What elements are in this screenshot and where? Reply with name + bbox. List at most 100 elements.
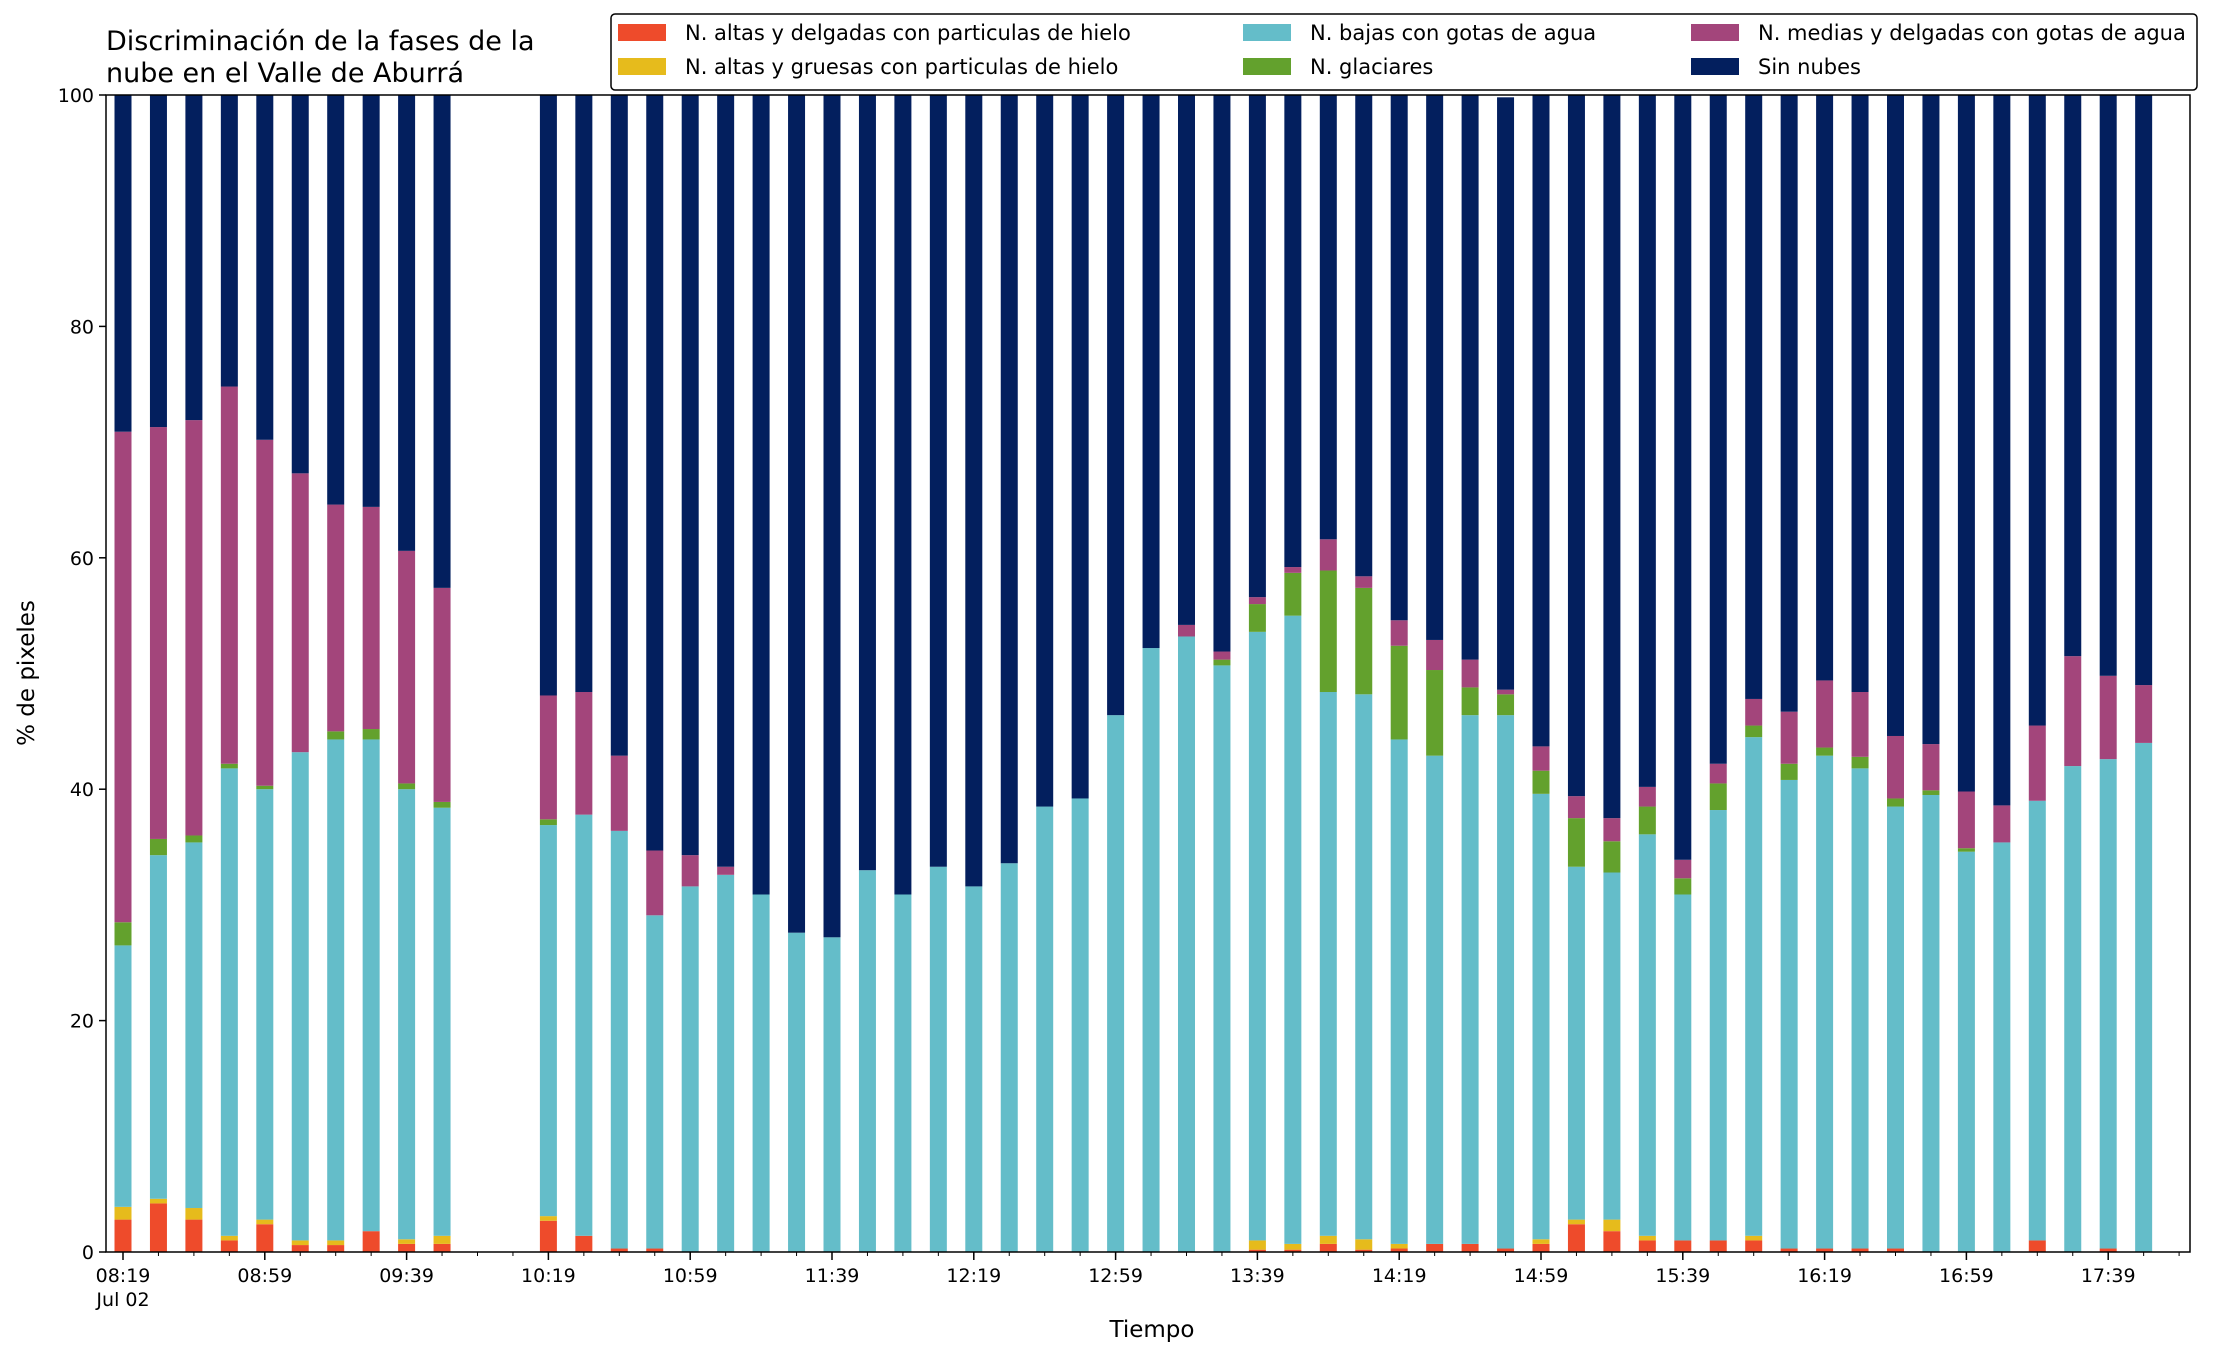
bar-segment-2-16 [681,886,699,1252]
bar-segment-5-13 [575,95,593,693]
bar-segment-2-50 [1887,806,1904,1249]
bar-segment-4-42 [1603,818,1621,842]
bar-segment-2-25 [1000,863,1018,1252]
x-tick-label-12: 16:19 [1797,1265,1852,1287]
bar-segment-5-35 [1355,95,1373,577]
bar-segment-2-3 [220,768,238,1236]
bar-segment-2-45 [1709,810,1727,1241]
bar-segment-5-54 [2028,95,2046,726]
bar-segment-2-29 [1142,648,1160,1252]
bar-segment-5-30 [1178,95,1195,625]
bar-segment-5-4 [256,95,274,440]
bar-segment-0-38 [1461,1243,1479,1252]
bar-segment-4-44 [1674,859,1692,879]
y-tick-label-3: 60 [70,548,94,570]
bar-segment-2-34 [1319,692,1337,1236]
bar-segment-5-46 [1745,95,1763,699]
bar-segment-0-54 [2028,1240,2046,1252]
bar-segment-5-16 [681,95,699,856]
bar-segment-5-41 [1567,95,1585,797]
bar-segment-4-57 [2135,685,2153,743]
bar-segment-0-4 [256,1224,274,1252]
x-tick-label-1: 08:59 [237,1265,292,1287]
bar-segment-5-27 [1071,95,1089,799]
bar-segment-5-55 [2064,95,2082,657]
bar-segment-1-5 [291,1240,309,1246]
bar-segment-5-57 [2135,95,2153,686]
x-axis-label: Tiempo [1109,1317,1195,1343]
bar-segment-5-39 [1497,97,1515,690]
bar-segment-2-8 [398,789,416,1240]
bar-segment-0-42 [1603,1231,1621,1252]
bar-segment-3-40 [1532,770,1550,794]
plot-frame [105,94,2191,1253]
bar-segment-5-18 [752,95,770,895]
legend-label-1: N. altas y gruesas con particulas de hie… [685,55,1118,79]
bar-segment-2-21 [858,870,876,1252]
bar-segment-2-37 [1426,755,1444,1244]
legend-swatch-4 [1691,24,1739,41]
y-tick-label-0: 0 [82,1242,94,1264]
bar-segment-5-53 [1993,95,2011,806]
bar-segment-4-53 [1993,805,2011,843]
bar-segment-2-43 [1638,834,1656,1236]
bar-segment-0-15 [646,1248,664,1252]
bar-segment-2-13 [575,814,593,1236]
bar-segment-3-52 [1957,848,1975,852]
bar-segment-4-17 [717,866,735,875]
bar-segment-3-43 [1638,806,1656,835]
bar-segment-5-12 [539,95,557,696]
legend-swatch-3 [1243,58,1291,75]
bar-segment-4-8 [398,550,416,784]
bar-segment-2-44 [1674,894,1692,1241]
bar-segment-5-9 [433,95,451,588]
bar-segment-0-39 [1497,1248,1515,1252]
bar-segment-4-12 [539,695,557,820]
bar-segment-0-48 [1816,1248,1834,1252]
legend-swatch-5 [1691,58,1739,75]
bar-segment-0-7 [362,1231,380,1252]
bar-segment-4-47 [1780,711,1798,764]
bar-segment-0-37 [1426,1243,1444,1252]
bar-segment-5-38 [1461,95,1479,660]
bar-segment-2-20 [823,937,841,1252]
bar-segment-2-17 [717,874,735,1252]
bar-segment-4-40 [1532,746,1550,771]
bar-segment-3-48 [1816,747,1834,756]
bar-segment-5-21 [858,95,876,871]
bar-segment-3-46 [1745,725,1763,738]
bar-segment-2-48 [1816,755,1834,1249]
bar-segment-5-37 [1426,95,1444,640]
bar-segment-3-49 [1851,756,1869,769]
bar-segment-0-33 [1284,1249,1302,1252]
bar-segment-2-2 [185,842,203,1209]
bar-segment-4-2 [185,420,203,836]
x-tick-label-8: 13:39 [1230,1265,1285,1287]
bar-segment-5-19 [788,95,806,933]
bar-segment-5-36 [1390,95,1408,621]
bar-segment-1-32 [1248,1240,1266,1250]
bar-segment-2-54 [2028,800,2046,1241]
bar-segment-4-35 [1355,576,1373,588]
bar-segment-3-4 [256,785,274,790]
bar-segment-2-41 [1567,866,1585,1220]
bar-segment-5-8 [398,95,416,551]
bar-segment-2-24 [965,886,983,1252]
bar-segment-5-1 [149,95,167,428]
bar-segment-2-56 [2099,759,2117,1249]
bar-segment-2-36 [1390,739,1408,1244]
bar-segment-3-7 [362,729,380,740]
bar-segment-5-22 [894,95,912,895]
y-tick-label-5: 100 [58,85,94,107]
bar-segment-2-33 [1284,615,1302,1244]
bar-segment-0-32 [1248,1249,1266,1252]
bar-segment-2-49 [1851,768,1869,1249]
bar-segment-0-56 [2099,1248,2117,1252]
bar-segment-5-47 [1780,95,1798,712]
bar-segment-5-28 [1107,95,1125,716]
bar-segment-2-57 [2135,742,2153,1252]
bar-segment-1-46 [1745,1235,1763,1241]
bar-segment-2-1 [149,855,167,1199]
bar-segment-4-14 [610,755,628,831]
bar-segment-3-32 [1248,604,1266,632]
